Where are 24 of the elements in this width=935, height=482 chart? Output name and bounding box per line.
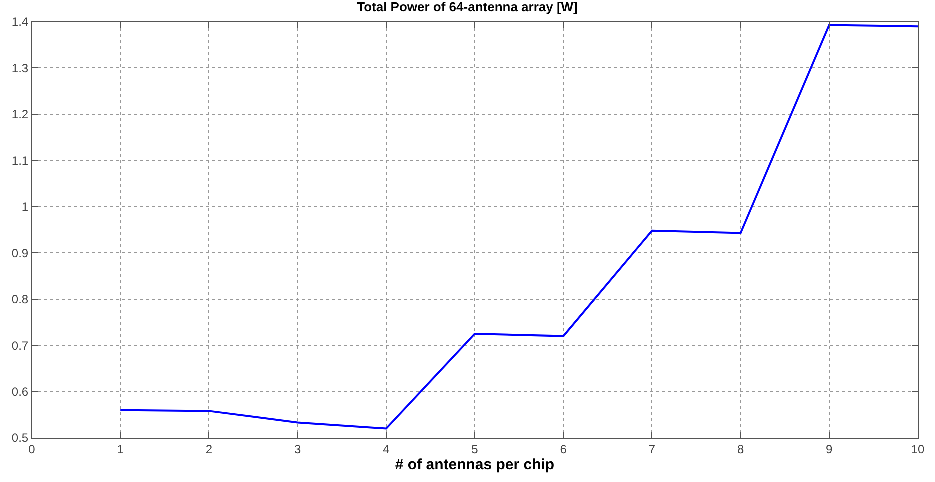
chart-title: Total Power of 64-antenna array [W] bbox=[357, 0, 578, 15]
x-tick-label: 5 bbox=[472, 442, 479, 456]
y-tick-label: 0.9 bbox=[12, 246, 29, 260]
y-tick-label: 0.7 bbox=[12, 338, 29, 353]
x-tick-label: 9 bbox=[826, 442, 834, 456]
line-series bbox=[120, 24, 918, 430]
x-tick-label: 4 bbox=[383, 442, 390, 456]
x-tick-label: 10 bbox=[911, 442, 925, 456]
x-tick-label: 1 bbox=[117, 442, 124, 456]
x-tick-label: 2 bbox=[206, 442, 213, 456]
y-tick-label: 1.2 bbox=[12, 108, 29, 122]
x-axis-title: # of antennas per chip bbox=[395, 456, 555, 474]
y-tick-label: 0.6 bbox=[12, 384, 29, 399]
x-tick-label: 8 bbox=[737, 442, 744, 456]
y-tick-label: 0.5 bbox=[12, 431, 29, 446]
y-tick-label: 1.4 bbox=[12, 15, 29, 30]
y-tick-label: 1.3 bbox=[12, 61, 29, 76]
y-tick-label: 1 bbox=[22, 200, 29, 214]
x-tick-label: 0 bbox=[28, 442, 36, 456]
x-tick-label: 6 bbox=[560, 442, 568, 456]
y-tick-label: 0.8 bbox=[12, 292, 29, 307]
x-tick-label: 7 bbox=[648, 442, 656, 456]
x-tick-label: 3 bbox=[294, 442, 302, 456]
y-tick-label: 1.1 bbox=[12, 154, 29, 168]
